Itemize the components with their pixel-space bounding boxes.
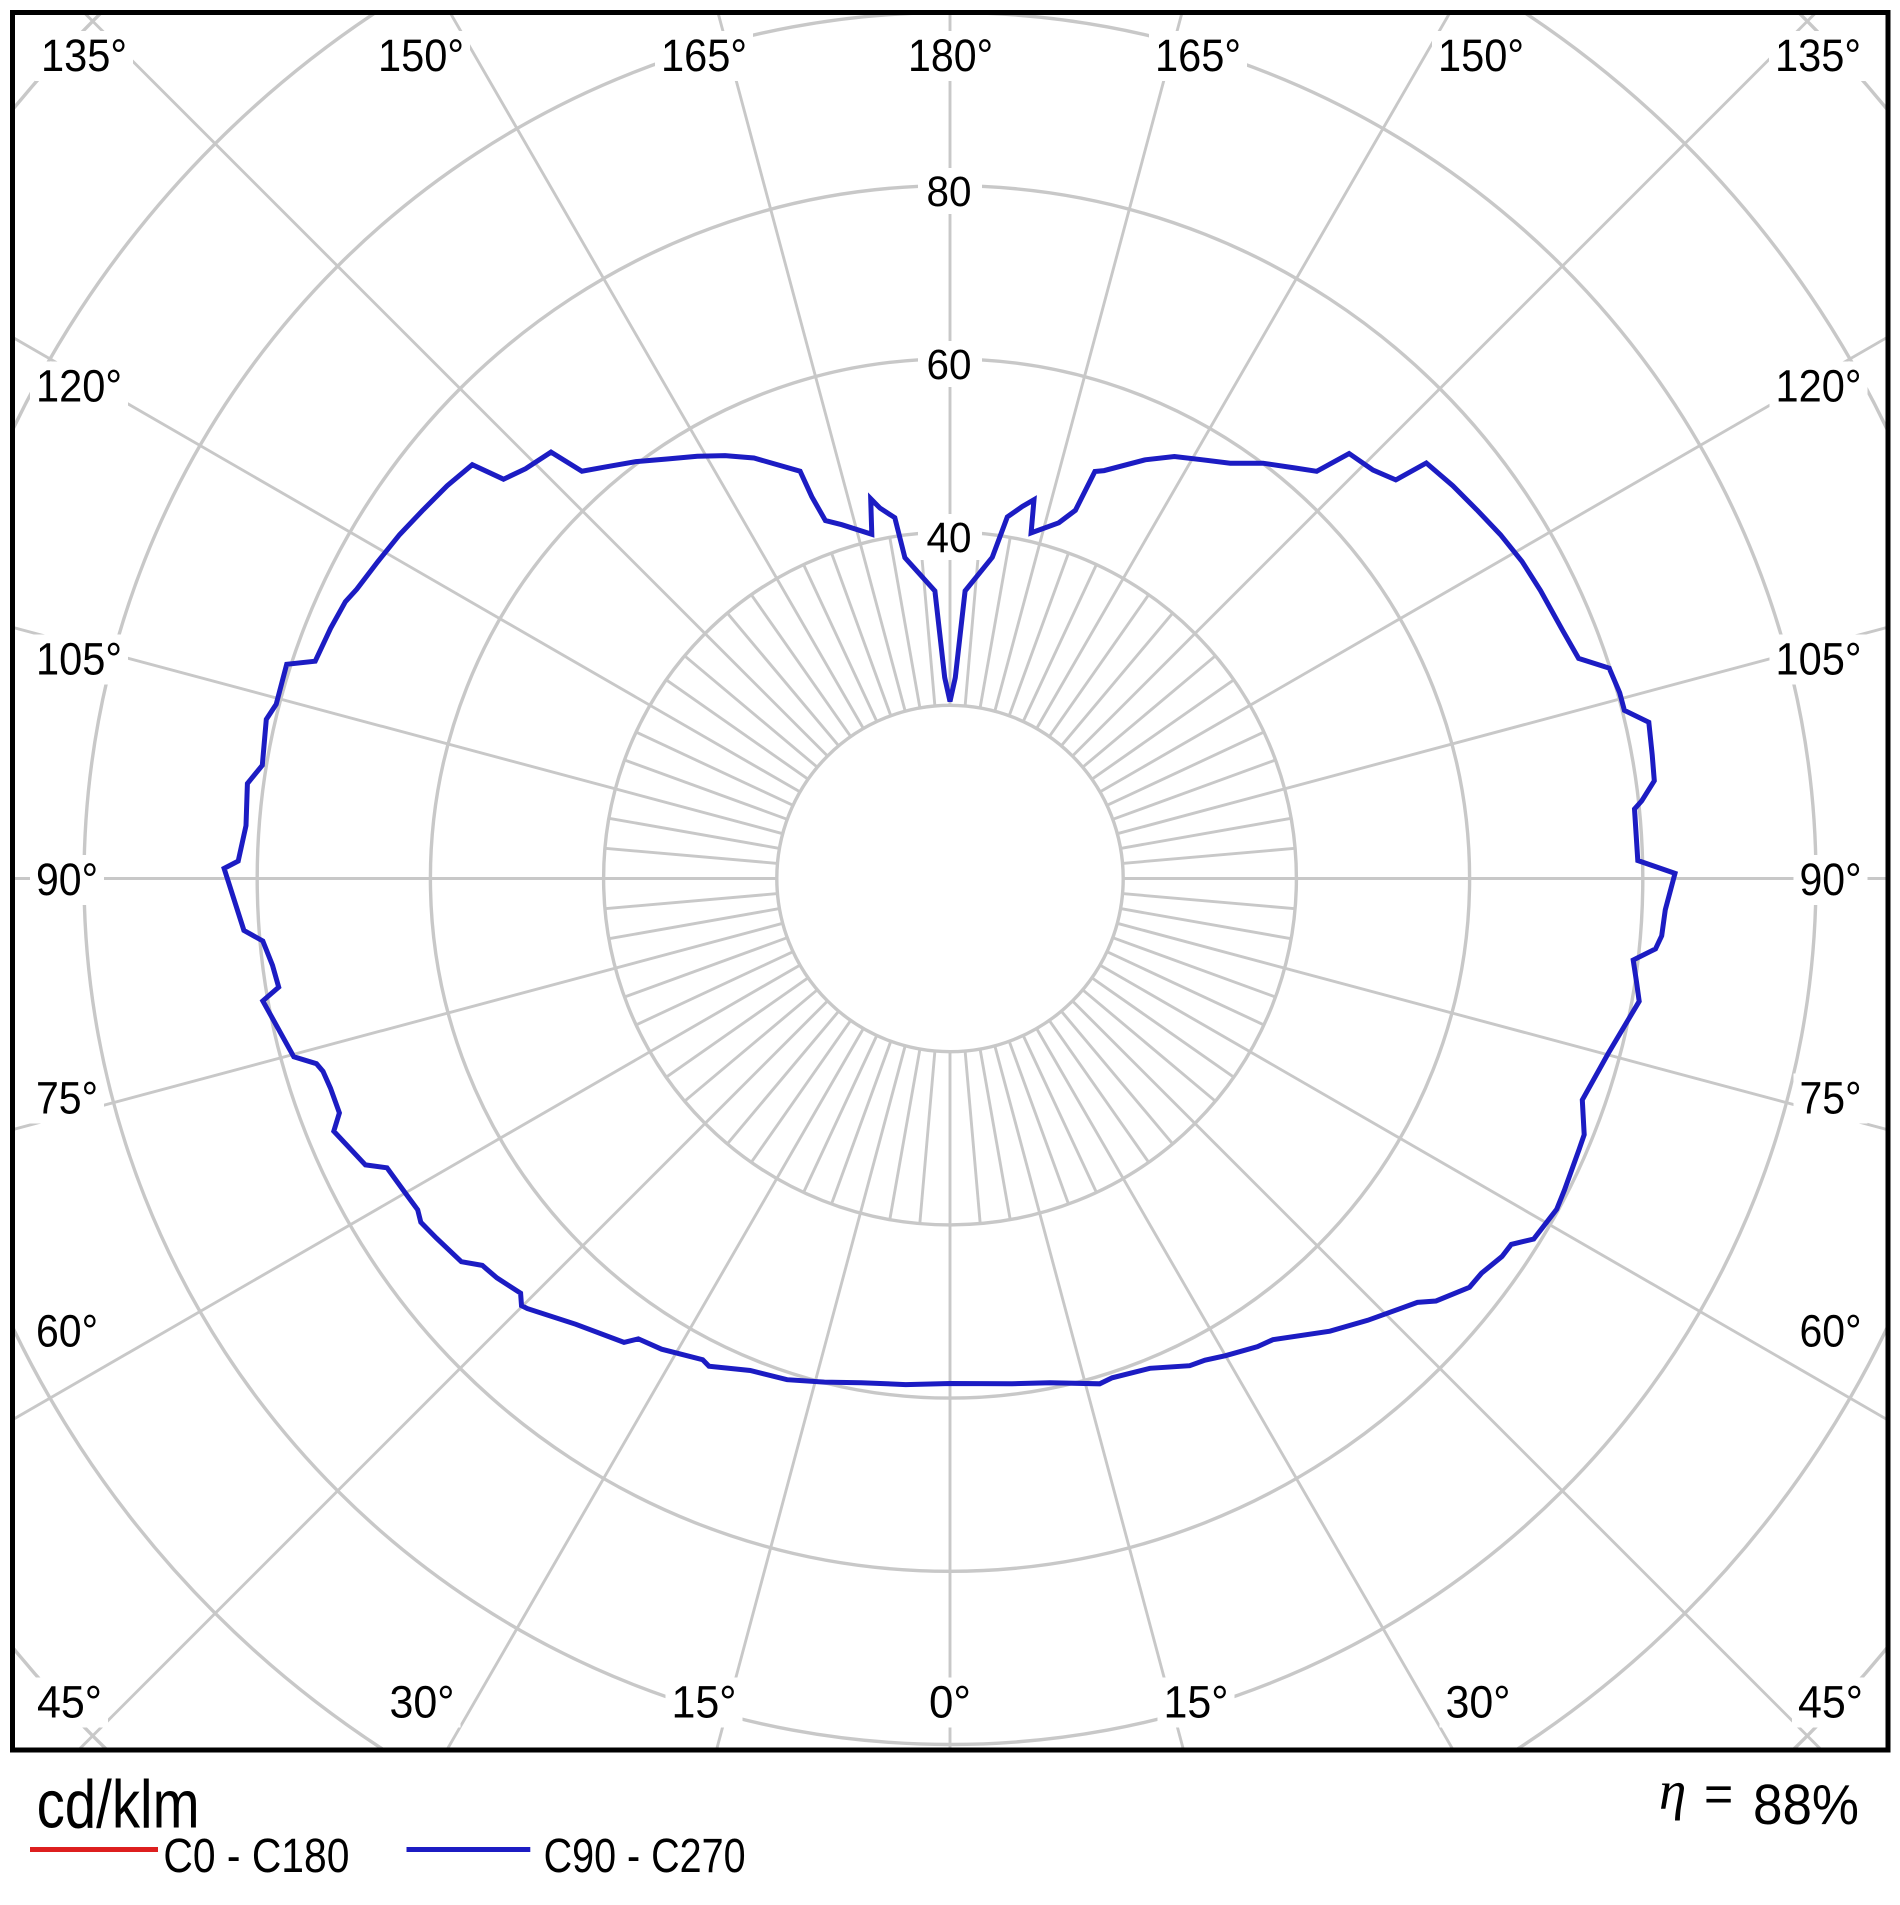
svg-text:60°: 60° bbox=[1800, 1306, 1862, 1357]
svg-text:75°: 75° bbox=[36, 1073, 98, 1124]
svg-text:180°: 180° bbox=[908, 30, 993, 81]
svg-text:105°: 105° bbox=[1776, 634, 1862, 685]
svg-text:120°: 120° bbox=[36, 361, 122, 412]
svg-text:30°: 30° bbox=[1446, 1677, 1511, 1728]
svg-text:C0 - C180: C0 - C180 bbox=[163, 1830, 349, 1883]
svg-text:150°: 150° bbox=[378, 30, 464, 81]
svg-text:80: 80 bbox=[927, 168, 972, 216]
svg-text:0°: 0° bbox=[929, 1677, 971, 1728]
svg-text:40: 40 bbox=[927, 514, 972, 562]
svg-text:=: = bbox=[1704, 1766, 1733, 1822]
svg-text:150°: 150° bbox=[1438, 30, 1524, 81]
svg-text:η: η bbox=[1659, 1760, 1686, 1821]
svg-text:15°: 15° bbox=[672, 1677, 737, 1728]
svg-text:cd/klm: cd/klm bbox=[37, 1767, 200, 1843]
svg-text:165°: 165° bbox=[661, 30, 747, 81]
svg-text:165°: 165° bbox=[1155, 30, 1241, 81]
svg-text:75°: 75° bbox=[1800, 1073, 1862, 1124]
svg-text:30°: 30° bbox=[390, 1677, 455, 1728]
svg-text:105°: 105° bbox=[36, 634, 122, 685]
svg-text:15°: 15° bbox=[1164, 1677, 1229, 1728]
svg-text:60°: 60° bbox=[36, 1306, 98, 1357]
svg-text:45°: 45° bbox=[1798, 1677, 1863, 1728]
svg-text:120°: 120° bbox=[1776, 361, 1862, 412]
svg-text:C90 - C270: C90 - C270 bbox=[544, 1830, 746, 1883]
svg-text:88%: 88% bbox=[1753, 1773, 1859, 1837]
svg-text:90°: 90° bbox=[36, 854, 98, 905]
svg-text:45°: 45° bbox=[37, 1677, 102, 1728]
svg-text:135°: 135° bbox=[41, 30, 127, 81]
svg-text:135°: 135° bbox=[1775, 30, 1861, 81]
svg-text:60: 60 bbox=[927, 341, 972, 389]
svg-text:90°: 90° bbox=[1800, 854, 1862, 905]
